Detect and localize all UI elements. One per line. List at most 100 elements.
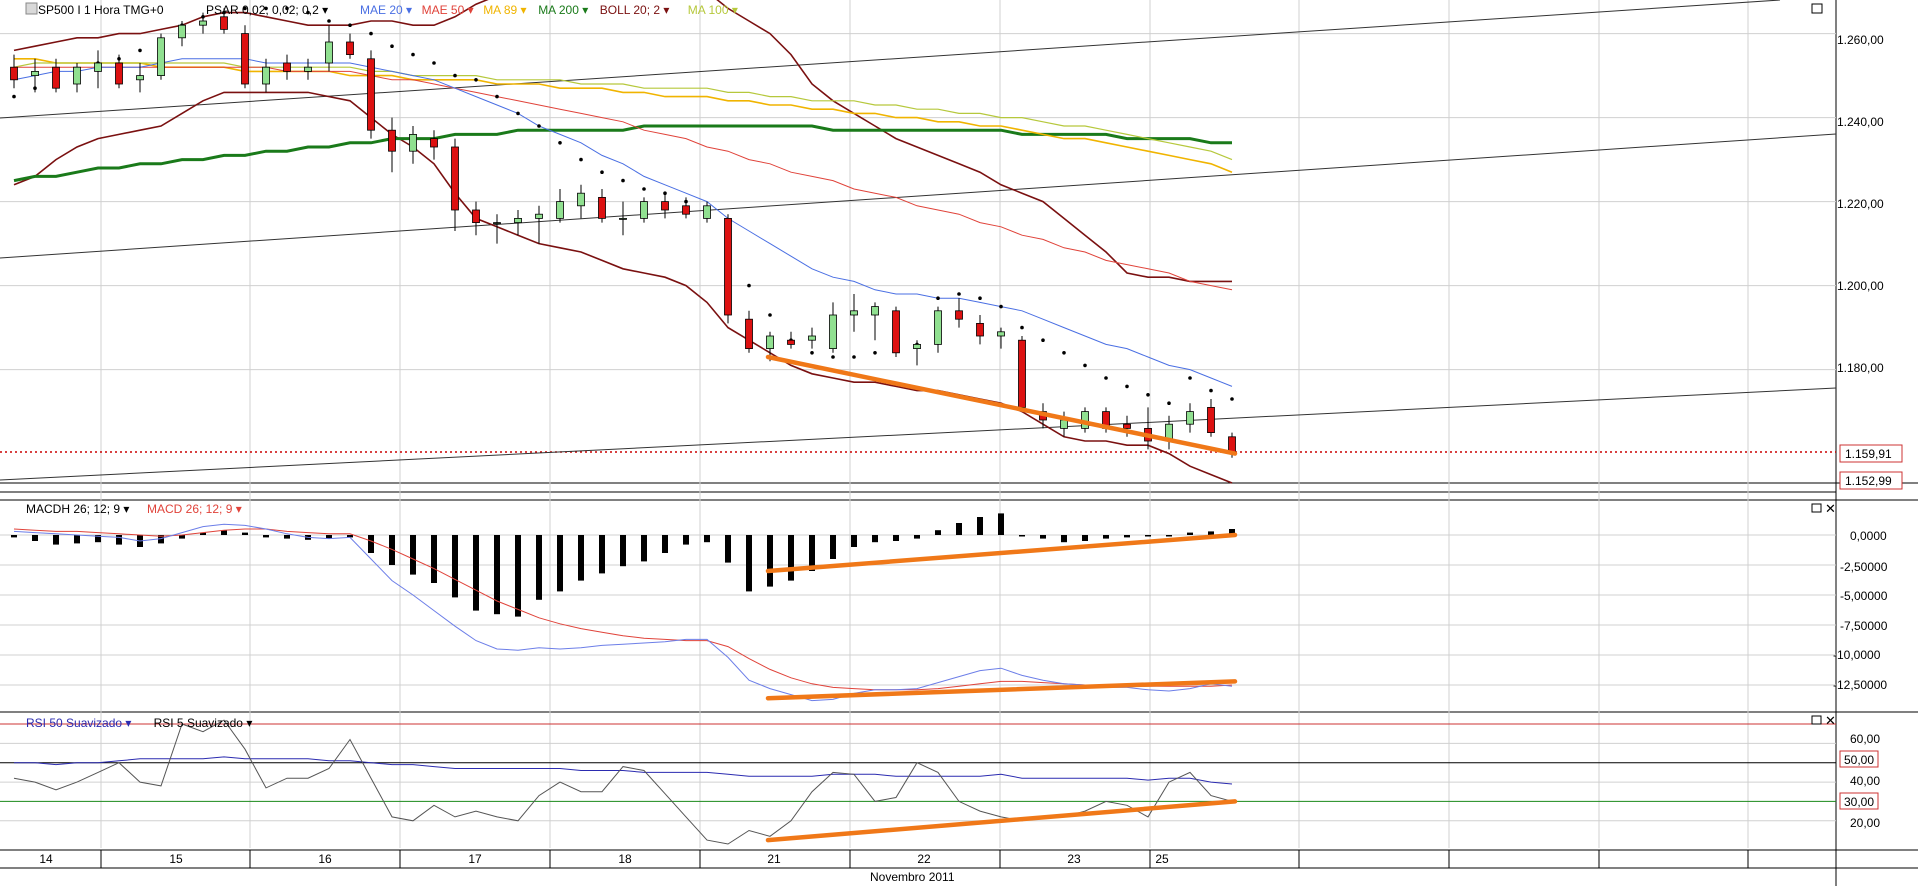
maximize-icon[interactable]	[1811, 715, 1822, 725]
indicator-label[interactable]: MACDH 26; 12; 9 ▾	[26, 502, 129, 516]
macd-hist-bar[interactable]	[725, 535, 731, 563]
maximize-icon[interactable]	[1811, 3, 1823, 14]
macd-hist-bar[interactable]	[977, 517, 983, 535]
macd-hist-bar[interactable]	[11, 535, 17, 538]
candle-up[interactable]	[1060, 419, 1068, 429]
candle-up[interactable]	[934, 310, 942, 345]
candle-down[interactable]	[430, 138, 438, 148]
macd-hist-bar[interactable]	[557, 535, 563, 592]
candle-up[interactable]	[766, 335, 774, 350]
candle-down[interactable]	[787, 339, 795, 345]
candle-up[interactable]	[808, 335, 816, 341]
macd-hist-bar[interactable]	[662, 535, 668, 553]
macd-hist-bar[interactable]	[431, 535, 437, 583]
macd-hist-bar[interactable]	[872, 535, 878, 543]
candle-up[interactable]	[619, 217, 627, 220]
candle-down[interactable]	[241, 33, 249, 85]
macd-hist-bar[interactable]	[578, 535, 584, 581]
candle-up[interactable]	[535, 213, 543, 219]
candlesticks[interactable]	[10, 8, 1236, 458]
macd-hist-bar[interactable]	[1040, 535, 1046, 539]
candle-up[interactable]	[31, 71, 39, 77]
candle-up[interactable]	[157, 37, 165, 76]
candle-up[interactable]	[94, 62, 102, 72]
candle-up[interactable]	[640, 201, 648, 219]
candle-up[interactable]	[829, 314, 837, 349]
macd-hist-bar[interactable]	[347, 535, 353, 538]
macd-hist-bar[interactable]	[1166, 535, 1172, 537]
candle-down[interactable]	[115, 62, 123, 85]
indicator-label[interactable]: MA 200 ▾	[538, 3, 588, 17]
indicator-label[interactable]: MACD 26; 12; 9 ▾	[147, 502, 242, 516]
indicator-label[interactable]: RSI 50 Suavizado ▾	[26, 716, 131, 730]
indicator-label[interactable]: MA 100 ▾	[688, 3, 738, 17]
macd-hist-bar[interactable]	[1208, 531, 1214, 535]
candle-down[interactable]	[1018, 339, 1026, 408]
close-icon[interactable]: ✕	[1825, 713, 1836, 728]
macd-hist-bar[interactable]	[452, 535, 458, 598]
macd-hist-bar[interactable]	[116, 535, 122, 545]
candle-down[interactable]	[682, 205, 690, 215]
macd-hist-bar[interactable]	[536, 535, 542, 600]
candle-down[interactable]	[52, 66, 60, 89]
macd-hist-bar[interactable]	[179, 535, 185, 539]
indicator-label[interactable]: MA 89 ▾	[483, 3, 526, 17]
macd-hist-bar[interactable]	[998, 513, 1004, 535]
macd-hist-bar[interactable]	[1187, 532, 1193, 535]
macd-hist-bar[interactable]	[74, 535, 80, 544]
macd-hist-bar[interactable]	[284, 535, 290, 539]
indicator-label[interactable]: MAE 20 ▾	[360, 3, 412, 17]
candle-down[interactable]	[10, 66, 18, 81]
macd-hist-bar[interactable]	[1103, 535, 1109, 539]
candle-up[interactable]	[703, 205, 711, 219]
macd-hist-bar[interactable]	[368, 535, 374, 553]
macd-hist-bar[interactable]	[704, 535, 710, 543]
macd-hist-bar[interactable]	[893, 535, 899, 541]
candle-down[interactable]	[745, 318, 753, 350]
candle-down[interactable]	[661, 201, 669, 211]
symbol-label[interactable]: SP500 I 1 Hora TMG+0	[38, 3, 164, 17]
macd-hist-bar[interactable]	[32, 535, 38, 541]
macd-hist-bar[interactable]	[410, 535, 416, 575]
macd-hist-bar[interactable]	[389, 535, 395, 565]
macd-hist-bar[interactable]	[242, 532, 248, 535]
candle-down[interactable]	[472, 209, 480, 223]
candle-up[interactable]	[178, 24, 186, 39]
indicator-label[interactable]: PSAR 0,02; 0,02; 0,2 ▾	[206, 3, 328, 17]
indicator-label[interactable]: RSI 5 Suavizado ▾	[154, 716, 253, 730]
macd-panel[interactable]	[11, 513, 1235, 702]
macd-hist-bar[interactable]	[515, 535, 521, 617]
candle-down[interactable]	[724, 217, 732, 316]
candle-up[interactable]	[409, 133, 417, 152]
candle-down[interactable]	[1123, 423, 1131, 429]
candle-up[interactable]	[556, 201, 564, 219]
candle-up[interactable]	[850, 310, 858, 316]
indicator-label[interactable]: MAE 50 ▾	[422, 3, 474, 17]
rsi-header[interactable]: RSI 50 Suavizado ▾ RSI 5 Suavizado ▾	[26, 716, 252, 730]
macd-hist-bar[interactable]	[599, 535, 605, 574]
maximize-icon[interactable]	[1811, 503, 1822, 513]
candle-up[interactable]	[871, 306, 879, 316]
macd-hist-bar[interactable]	[620, 535, 626, 567]
macd-hist-bar[interactable]	[1061, 535, 1067, 543]
candle-down[interactable]	[346, 41, 354, 56]
macd-hist-bar[interactable]	[746, 535, 752, 592]
macd-hist-bar[interactable]	[494, 535, 500, 615]
macd-hist-bar[interactable]	[1019, 535, 1025, 537]
candle-down[interactable]	[892, 310, 900, 354]
candle-down[interactable]	[367, 58, 375, 131]
candle-down[interactable]	[598, 196, 606, 219]
macd-hist-bar[interactable]	[788, 535, 794, 581]
candle-up[interactable]	[262, 66, 270, 85]
macd-hist-bar[interactable]	[221, 530, 227, 535]
macd-hist-bar[interactable]	[809, 535, 815, 571]
candle-up[interactable]	[304, 66, 312, 72]
macd-hist-bar[interactable]	[1124, 535, 1130, 538]
macd-hist-bar[interactable]	[935, 530, 941, 535]
candle-down[interactable]	[451, 146, 459, 211]
macd-hist-bar[interactable]	[95, 535, 101, 543]
macd-hist-bar[interactable]	[851, 535, 857, 547]
candle-up[interactable]	[577, 192, 585, 207]
symbol-icon[interactable]	[25, 2, 38, 15]
